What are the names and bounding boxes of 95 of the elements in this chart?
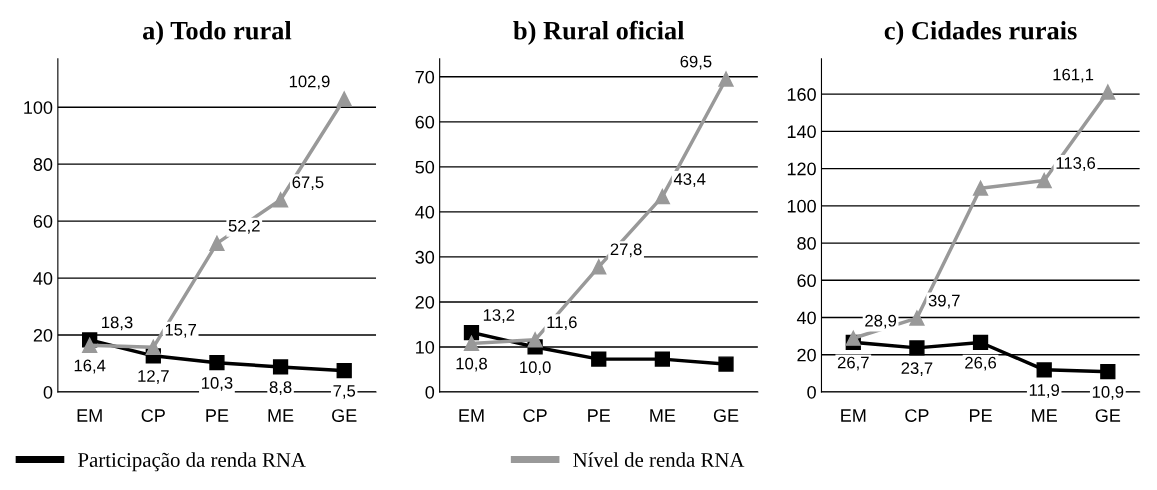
- x-tick-label: EM: [459, 409, 484, 422]
- y-tick-label: 40: [33, 272, 53, 285]
- point: [272, 359, 289, 375]
- data-label: 18,3: [102, 316, 133, 331]
- data-label: 13,2: [483, 309, 515, 323]
- data-label: 10,0: [520, 361, 551, 376]
- y-tick-label: 80: [33, 158, 53, 171]
- data-label: 52,2: [228, 219, 260, 234]
- data-label: 11,9: [1029, 384, 1060, 398]
- x-tick-label: PE: [206, 409, 229, 422]
- point: [718, 356, 734, 372]
- data-label: 15,7: [165, 324, 197, 338]
- y-tick-label: 20: [797, 348, 816, 362]
- y-tick-label: 70: [415, 70, 435, 84]
- x-tick-label: EM: [77, 409, 102, 422]
- chart-title: a) Todo rural: [142, 21, 292, 45]
- point: [336, 91, 352, 107]
- y-tick-label: 60: [33, 215, 53, 228]
- point: [972, 180, 989, 196]
- data-label: 10,8: [456, 357, 487, 372]
- data-label: 39,7: [928, 294, 960, 309]
- data-label: 16,4: [74, 359, 106, 374]
- y-tick-label: 100: [787, 199, 816, 213]
- data-label: 27,8: [610, 243, 642, 258]
- data-label: 23,7: [901, 362, 933, 376]
- y-tick-label: 160: [787, 88, 816, 101]
- y-tick-label: 140: [787, 125, 816, 139]
- point: [654, 351, 671, 367]
- x-tick-label: EM: [841, 409, 866, 422]
- data-label: 7,5: [333, 385, 356, 399]
- y-tick-label: 50: [415, 160, 435, 174]
- point: [82, 337, 98, 353]
- point: [718, 71, 734, 87]
- x-tick-label: ME: [268, 409, 294, 422]
- point: [654, 188, 671, 205]
- y-tick-label: 30: [415, 250, 435, 264]
- legend-label: Participação da renda RNA: [78, 452, 306, 472]
- data-label: 67,5: [292, 176, 324, 191]
- data-label: 8,8: [269, 381, 292, 396]
- x-tick-label: GE: [332, 409, 357, 422]
- point: [145, 339, 161, 355]
- x-tick-label: GE: [713, 409, 739, 422]
- point: [336, 363, 352, 379]
- point: [463, 335, 480, 352]
- data-label: 102,9: [289, 75, 330, 90]
- data-label: 10,9: [1092, 386, 1124, 400]
- point: [909, 310, 925, 326]
- legend-label: Nível de renda RNA: [573, 452, 745, 468]
- point: [591, 259, 607, 275]
- data-label: 69,5: [680, 55, 712, 70]
- data-label: 28,9: [865, 314, 897, 329]
- point: [463, 324, 480, 341]
- y-tick-label: 60: [415, 115, 435, 129]
- y-tick-label: 80: [797, 237, 816, 250]
- data-label: 26,7: [837, 356, 869, 371]
- point: [209, 355, 225, 371]
- data-label: 161,1: [1053, 68, 1094, 83]
- x-tick-label: PE: [588, 409, 611, 422]
- data-label: 113,6: [1056, 157, 1096, 171]
- point: [527, 332, 543, 348]
- x-tick-label: GE: [1095, 409, 1121, 422]
- point: [591, 351, 607, 367]
- y-tick-label: 100: [24, 101, 53, 114]
- y-tick-label: 40: [415, 205, 435, 219]
- point: [909, 340, 925, 356]
- point: [272, 192, 289, 208]
- y-tick-label: 60: [797, 274, 816, 288]
- point: [1036, 362, 1052, 378]
- chart-title: c) Cidades rurais: [884, 21, 1077, 45]
- y-tick-label: 0: [807, 385, 816, 399]
- y-tick-label: 0: [425, 385, 435, 399]
- x-tick-label: CP: [523, 409, 547, 422]
- x-tick-label: CP: [905, 409, 929, 422]
- data-label: 12,7: [138, 370, 169, 384]
- y-tick-label: 10: [416, 340, 435, 354]
- x-tick-label: ME: [1032, 409, 1057, 422]
- y-tick-label: 120: [787, 162, 816, 176]
- y-tick-label: 0: [43, 385, 53, 399]
- x-tick-label: CP: [141, 409, 165, 422]
- data-label: 11,6: [547, 316, 577, 331]
- point: [1100, 84, 1116, 100]
- data-label: 43,4: [673, 173, 706, 187]
- data-label: 26,6: [965, 356, 997, 371]
- chart-title: b) Rural oficial: [513, 20, 685, 45]
- point: [1100, 364, 1116, 380]
- y-tick-label: 20: [33, 328, 53, 342]
- x-tick-label: ME: [650, 409, 676, 422]
- y-tick-label: 20: [415, 295, 435, 309]
- x-tick-label: PE: [970, 409, 992, 422]
- point: [972, 334, 989, 351]
- point: [209, 235, 225, 251]
- point: [1036, 172, 1052, 189]
- point: [845, 330, 861, 346]
- data-label: 10,3: [201, 377, 233, 391]
- y-tick-label: 40: [796, 311, 816, 325]
